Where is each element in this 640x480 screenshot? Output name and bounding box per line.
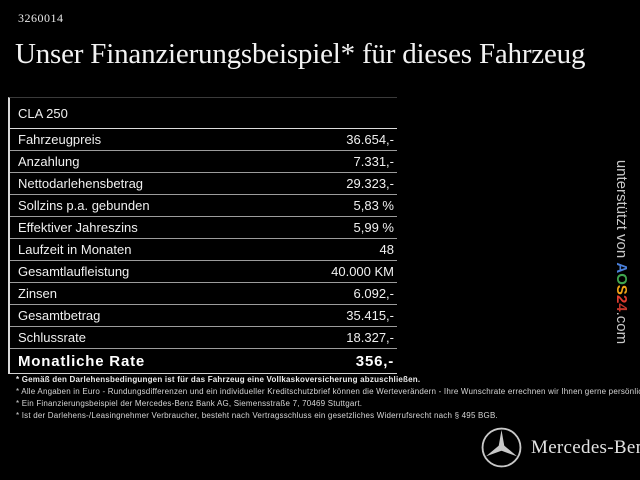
table-row: Schlussrate 18.327,- [10, 327, 397, 349]
footnote-line: * Alle Angaben in Euro - Rundungsdiffere… [16, 387, 640, 396]
watermark-brand-letter: A [613, 262, 630, 274]
watermark-brand-letter: S [613, 284, 630, 295]
table-row: Sollzins p.a. gebunden 5,83 % [10, 195, 397, 217]
table-row: Gesamtbetrag 35.415,- [10, 305, 397, 327]
financing-table: CLA 250 Fahrzeugpreis 36.654,- Anzahlung… [8, 97, 397, 374]
row-label: Gesamtbetrag [18, 308, 101, 323]
table-row: Zinsen 6.092,- [10, 283, 397, 305]
row-value: 5,99 % [353, 220, 394, 235]
row-label: Effektiver Jahreszins [18, 220, 138, 235]
row-label: Sollzins p.a. gebunden [18, 198, 150, 213]
table-row: Nettodarlehensbetrag 29.323,- [10, 173, 397, 195]
watermark-suffix: .com [613, 311, 630, 345]
row-label: Anzahlung [18, 154, 80, 169]
table-row: Anzahlung 7.331,- [10, 151, 397, 173]
reference-number: 3260014 [18, 11, 64, 25]
row-value: 6.092,- [353, 286, 394, 301]
row-label: Fahrzeugpreis [18, 132, 102, 147]
watermark-brand-letter: O [613, 273, 630, 285]
row-value: 36.654,- [346, 132, 394, 147]
table-row: Fahrzeugpreis 36.654,- [10, 129, 397, 151]
row-value: 7.331,- [353, 154, 394, 169]
watermark-brand-letter: 4 [613, 303, 630, 312]
monthly-rate-value: 356,- [355, 352, 394, 370]
footnote-line: * Gemäß den Darlehensbedingungen ist für… [16, 375, 421, 384]
table-row: Gesamtlaufleistung 40.000 KM [10, 261, 397, 283]
row-label: Nettodarlehensbetrag [18, 176, 144, 191]
row-value: 18.327,- [346, 330, 394, 345]
row-value: 35.415,- [346, 308, 394, 323]
row-value: 40.000 KM [331, 264, 394, 279]
monthly-rate-label: Monatliche Rate [18, 352, 146, 370]
page-title: Unser Finanzierungsbeispiel* für dieses … [15, 38, 586, 70]
row-label: Laufzeit in Monaten [18, 242, 132, 257]
footnote-line: * Ein Finanzierungsbeispiel der Mercedes… [16, 399, 363, 408]
row-label: Schlussrate [18, 330, 86, 345]
footnote-line: * Ist der Darlehens-/Leasingnehmer Verbr… [16, 411, 498, 420]
table-row: Laufzeit in Monaten 48 [10, 239, 397, 261]
table-row-model: CLA 250 [10, 98, 397, 129]
row-value: 48 [379, 242, 394, 257]
mercedes-star-icon [481, 427, 522, 468]
row-value: 29.323,- [346, 176, 394, 191]
row-label: Gesamtlaufleistung [18, 264, 130, 279]
brand-bar: Mercedes-Benz [481, 427, 640, 468]
table-row-monthly-rate: Monatliche Rate 356,- [10, 349, 397, 374]
row-label: Zinsen [18, 286, 58, 301]
row-value: 5,83 % [353, 198, 394, 213]
footnotes: * Gemäß den Darlehensbedingungen ist für… [16, 374, 640, 422]
brand-name: Mercedes-Benz [531, 436, 640, 458]
model-name: CLA 250 [18, 105, 68, 121]
watermark-prefix: unterstützt von [613, 159, 630, 263]
table-row: Effektiver Jahreszins 5,99 % [10, 217, 397, 239]
watermark-aos24: unterstützt von AOS24.com [610, 132, 630, 372]
